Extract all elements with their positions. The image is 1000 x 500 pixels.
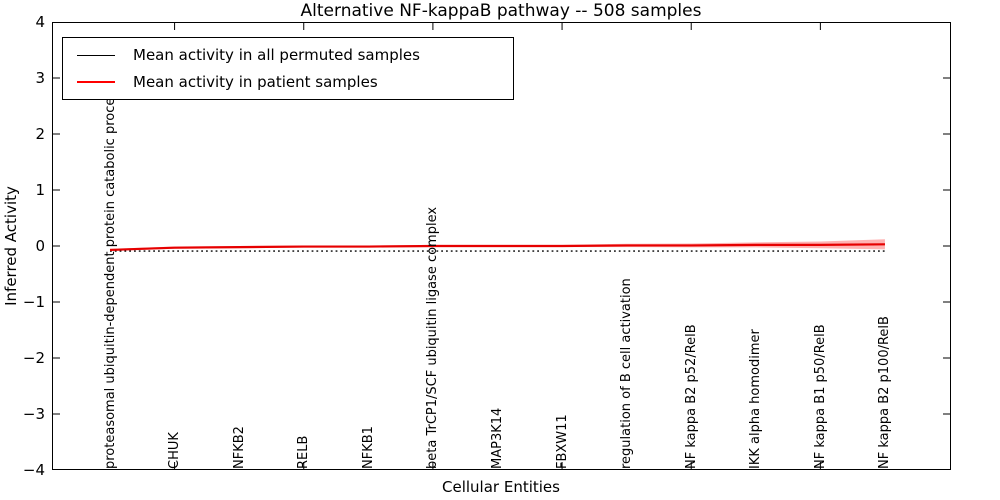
x-entity-label: CHUK [167, 432, 183, 469]
x-entity-label: regulation of B cell activation [619, 278, 635, 469]
y-tick-label: −4 [22, 461, 45, 479]
x-entity-label: MAP3K14 [489, 407, 505, 469]
x-entity-label: IKK alpha homodimer [748, 329, 764, 469]
x-entity-label: RELB [296, 435, 312, 469]
legend-item-patient: Mean activity in patient samples [77, 73, 513, 91]
x-entity-label: NF kappa B2 p52/RelB [683, 324, 699, 469]
x-entity-label: NF kappa B2 p100/RelB [877, 316, 893, 469]
patient-line-swatch [77, 80, 115, 83]
y-tick-label: 3 [35, 69, 45, 87]
legend-label-permuted: Mean activity in all permuted samples [133, 46, 420, 65]
x-axis-label: Cellular Entities [442, 478, 560, 496]
x-entity-label: NFKB2 [231, 426, 247, 469]
y-tick-label: −2 [22, 349, 45, 367]
x-entity-label: NF kappa B1 p50/RelB [812, 324, 828, 469]
x-entity-label: beta TrCP1/SCF ubiquitin ligase complex [425, 206, 441, 469]
x-entity-label: FBXW11 [554, 414, 570, 469]
permuted-line-swatch [77, 54, 115, 56]
legend-item-permuted: Mean activity in all permuted samples [77, 46, 513, 64]
y-tick-label: −3 [22, 405, 45, 423]
x-entity-label: NFKB1 [360, 426, 376, 469]
legend: Mean activity in all permuted samples Me… [62, 37, 514, 100]
chart-canvas [53, 22, 950, 470]
x-entity-label: proteasomal ubiquitin-dependent protein … [102, 84, 118, 469]
chart-title: Alternative NF-kappaB pathway -- 508 sam… [300, 1, 702, 21]
y-tick-label: 0 [35, 237, 45, 255]
patient-mean-line [109, 243, 885, 252]
y-tick-label: 2 [35, 125, 45, 143]
y-tick-label: −1 [22, 293, 45, 311]
y-tick-label: 1 [35, 181, 45, 199]
y-tick-label: 4 [35, 13, 45, 31]
legend-label-patient: Mean activity in patient samples [133, 72, 378, 91]
